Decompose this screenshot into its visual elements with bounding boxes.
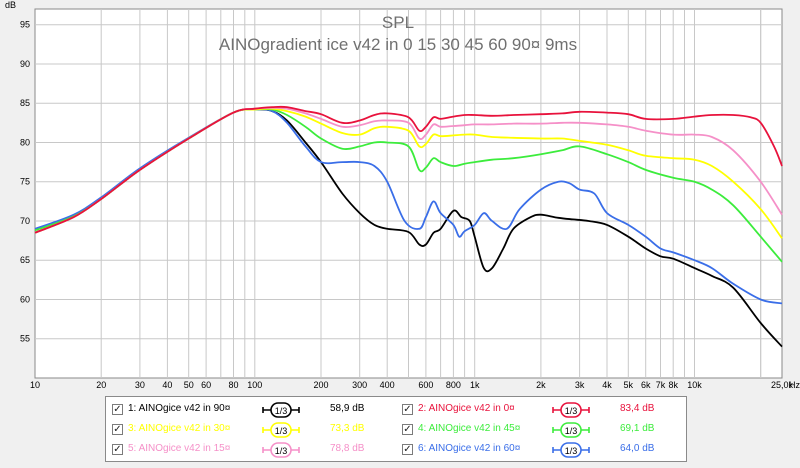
legend-series-value: 73,3 dB [330,423,365,434]
legend-smoothing-icon[interactable]: 1/3 [262,442,300,458]
y-tick-label: 90 [20,59,30,69]
x-tick-label: 8k [668,380,678,390]
x-tick-label: 10k [687,380,702,390]
legend-symbol-text: 1/3 [565,406,578,416]
grid-lines [35,9,782,378]
legend-row: ✓ 5: AINOgice v42 in 15¤ 1/3 78,8 dB ✓ 6: AIN… [106,440,686,460]
x-tick-label: 100 [247,380,262,390]
legend-checkbox[interactable]: ✓ [112,404,123,415]
legend-symbol-text: 1/3 [565,426,578,436]
legend-item-4[interactable]: ✓ 4: AINOgice v42 in 45¤ 1/3 69,1 dB [402,420,687,440]
y-tick-label: 75 [20,177,30,187]
legend-checkbox[interactable]: ✓ [402,424,413,435]
legend-symbol-text: 1/3 [275,426,288,436]
legend-series-name: 2: AINOgice v42 in 0¤ [418,403,515,414]
legend-series-name: 5: AINOgice v42 in 15¤ [128,443,231,454]
y-tick-label: 80 [20,138,30,148]
legend-series-name: 6: AINOgice v42 in 60¤ [418,443,521,454]
x-tick-label: 60 [201,380,211,390]
legend-series-value: 58,9 dB [330,403,365,414]
x-tick-label: 7k [656,380,666,390]
x-tick-label: 30 [135,380,145,390]
spl-chart: 55 60 65 70 75 80 85 90 95 10 20 30 40 50 60 80 100 200 3… [5,0,800,390]
x-tick-label: 400 [380,380,395,390]
x-tick-label: 50 [184,380,194,390]
legend-item-3[interactable]: ✓ 3: AINOgice v42 in 30¤ 1/3 73,3 dB [112,420,397,440]
y-tick-label: 70 [20,216,30,226]
x-tick-label: 600 [418,380,433,390]
x-tick-label: 3k [575,380,585,390]
series-line-2 [34,105,783,234]
y-tick-label: 95 [20,20,30,30]
legend: ✓ 1: AINOgice v42 in 90¤ 1/3 58,9 dB ✓ 2: AIN… [105,396,687,462]
series-line-6 [34,108,783,305]
legend-series-value: 64,0 dB [620,443,655,454]
x-tick-label: 200 [313,380,328,390]
legend-checkbox[interactable]: ✓ [112,424,123,435]
legend-series-name: 3: AINOgice v42 in 30¤ [128,423,231,434]
legend-symbol-text: 1/3 [565,446,578,456]
legend-smoothing-icon[interactable]: 1/3 [552,402,590,418]
chart-title: SPL [382,13,414,32]
x-tick-label: 25,0k [771,380,794,390]
x-tick-label: 10 [30,380,40,390]
legend-series-value: 78,8 dB [330,443,365,454]
y-tick-label: 65 [20,255,30,265]
legend-smoothing-icon[interactable]: 1/3 [552,422,590,438]
legend-series-name: 1: AINOgice v42 in 90¤ [128,403,231,414]
legend-smoothing-icon[interactable]: 1/3 [262,422,300,438]
x-tick-label: 2k [536,380,546,390]
legend-item-1[interactable]: ✓ 1: AINOgice v42 in 90¤ 1/3 58,9 dB [112,400,397,420]
x-tick-label: 6k [641,380,651,390]
legend-series-value: 69,1 dB [620,423,655,434]
legend-series-name: 4: AINOgice v42 in 45¤ [418,423,521,434]
legend-checkbox[interactable]: ✓ [402,444,413,455]
legend-item-6[interactable]: ✓ 6: AINOgice v42 in 60¤ 1/3 64,0 dB [402,440,687,460]
x-tick-label: 4k [602,380,612,390]
legend-item-5[interactable]: ✓ 5: AINOgice v42 in 15¤ 1/3 78,8 dB [112,440,397,460]
legend-checkbox[interactable]: ✓ [112,444,123,455]
y-tick-label: 60 [20,295,30,305]
x-tick-labels: 10 20 30 40 50 60 80 100 200 300 400 600 800 1k 2k 3k 4k… [30,380,794,390]
x-tick-label: 40 [162,380,172,390]
y-axis-unit: dB [5,0,16,10]
x-tick-label: 80 [228,380,238,390]
x-tick-label: 1k [470,380,480,390]
y-tick-label: 55 [20,334,30,344]
legend-smoothing-icon[interactable]: 1/3 [262,402,300,418]
legend-item-2[interactable]: ✓ 2: AINOgice v42 in 0¤ 1/3 83,4 dB [402,400,687,420]
y-tick-labels: 55 60 65 70 75 80 85 90 95 [20,20,30,344]
x-axis-unit: Hz [789,380,800,390]
y-tick-label: 85 [20,98,30,108]
legend-row: ✓ 1: AINOgice v42 in 90¤ 1/3 58,9 dB ✓ 2: AIN… [106,400,686,420]
series-curves [34,105,783,348]
x-tick-label: 800 [446,380,461,390]
chart-subtitle: AINOgradient ice v42 in 0 15 30 45 60 90… [219,35,577,54]
legend-checkbox[interactable]: ✓ [402,404,413,415]
legend-symbol-text: 1/3 [275,446,288,456]
x-tick-label: 20 [96,380,106,390]
legend-smoothing-icon[interactable]: 1/3 [552,442,590,458]
x-tick-label: 5k [624,380,634,390]
legend-series-value: 83,4 dB [620,403,655,414]
x-tick-label: 300 [352,380,367,390]
legend-symbol-text: 1/3 [275,406,288,416]
legend-row: ✓ 3: AINOgice v42 in 30¤ 1/3 73,3 dB ✓ 4: AIN… [106,420,686,440]
